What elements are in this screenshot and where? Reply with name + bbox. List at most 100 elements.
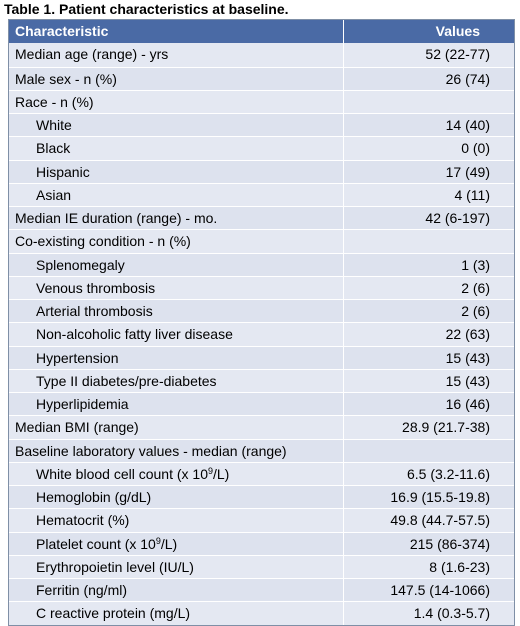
row-label: Platelet count (x 109/L) <box>9 532 344 555</box>
row-value: 4 (11) <box>454 186 490 203</box>
row-value: 8 (1.6-23) <box>429 558 490 575</box>
row-label: Erythropoietin level (IU/L) <box>9 555 344 578</box>
row-label: Male sex - n (%) <box>9 67 344 90</box>
row-value: 15 (43) <box>445 349 490 366</box>
table-row: Asian 4 (11) <box>9 182 514 206</box>
row-value: 16 (46) <box>445 396 490 412</box>
row-value <box>344 230 514 252</box>
row-label-text: Hematocrit (%) <box>36 512 130 529</box>
table-row: Hematocrit (%) 49.8 (44.7-57.5) <box>9 508 514 532</box>
row-value: 6.5 (3.2-11.6) <box>406 465 490 482</box>
row-label: Hematocrit (%) <box>9 509 344 532</box>
row-label: Hypertension <box>9 346 344 369</box>
row-label: Co-existing condition - n (%) <box>9 230 344 253</box>
row-label: White <box>9 114 344 137</box>
row-label-text: Hyperlipidemia <box>36 396 129 412</box>
row-value <box>344 91 514 113</box>
row-label-suffix: /L) <box>160 535 178 552</box>
row-label-text: Black <box>36 140 71 157</box>
table-caption: Table 1. Patient characteristics at base… <box>4 1 289 17</box>
table-row: Splenomegaly 1 (3) <box>9 252 514 276</box>
row-label-text: Type II diabetes/pre-diabetes <box>36 372 217 389</box>
row-label-text: Non-alcoholic fatty liver disease <box>36 326 233 343</box>
row-label: Hyperlipidemia <box>9 393 344 416</box>
row-label-text: White blood cell count (x 10 <box>36 465 208 482</box>
row-value: 1.4 (0.3-5.7) <box>413 605 490 622</box>
table-header-row: Characteristic Values <box>9 20 514 44</box>
row-label-text: Male sex - n (%) <box>15 70 117 87</box>
table-row: Hypertension 15 (43) <box>9 345 514 369</box>
table-row: Co-existing condition - n (%) <box>9 229 514 253</box>
row-label-text: Co-existing condition - n (%) <box>15 233 191 250</box>
table-row: Median BMI (range) 28.9 (21.7-38) <box>9 415 514 439</box>
row-label: Type II diabetes/pre-diabetes <box>9 369 344 392</box>
row-label-superscript: 9 <box>155 535 161 546</box>
row-value: 147.5 (14-1066) <box>390 582 490 598</box>
table-row: Arterial thrombosis 2 (6) <box>9 299 514 323</box>
row-label-text: White <box>36 117 72 133</box>
header-characteristic: Characteristic <box>9 20 344 44</box>
row-label-text: Platelet count (x 10 <box>36 535 156 552</box>
row-value: 14 (40) <box>445 117 490 133</box>
row-label: Baseline laboratory values - median (ran… <box>9 439 344 462</box>
row-label-text: Hypertension <box>36 349 119 366</box>
row-label: C reactive protein (mg/L) <box>9 602 344 625</box>
table-row: Race - n (%) <box>9 89 514 113</box>
row-label: Race - n (%) <box>9 90 344 113</box>
row-value: 52 (22-77) <box>425 46 490 63</box>
row-label-text: Median IE duration (range) - mo. <box>15 210 218 226</box>
row-value: 1 (3) <box>461 256 490 273</box>
row-value: 215 (86-374) <box>409 535 490 552</box>
table-row: White blood cell count (x 109/L) 6.5 (3.2… <box>9 461 514 485</box>
row-value: 42 (6-197) <box>425 210 490 226</box>
table-row: Black 0 (0) <box>9 136 514 160</box>
row-label-suffix: /L) <box>213 465 230 482</box>
row-label: Black <box>9 137 344 160</box>
table-row: Erythropoietin level (IU/L) 8 (1.6-23) <box>9 554 514 578</box>
row-label-text: Race - n (%) <box>15 93 94 110</box>
table-row: C reactive protein (mg/L) 1.4 (0.3-5.7) <box>9 601 514 625</box>
table-row: Median IE duration (range) - mo. 42 (6-19… <box>9 206 514 230</box>
row-label: Ferritin (ng/ml) <box>9 579 344 602</box>
row-label: Median IE duration (range) - mo. <box>9 207 344 230</box>
row-value: 2 (6) <box>461 303 490 319</box>
row-value: 15 (43) <box>445 372 490 389</box>
row-value: 16.9 (15.5-19.8) <box>390 489 490 505</box>
row-label-text: Venous thrombosis <box>36 279 156 296</box>
row-label: Venous thrombosis <box>9 276 344 299</box>
row-label: Median age (range) - yrs <box>9 43 344 67</box>
table-row: Hyperlipidemia 16 (46) <box>9 392 514 416</box>
row-value: 2 (6) <box>461 279 490 296</box>
table-row: Baseline laboratory values - median (ran… <box>9 438 514 462</box>
row-label: White blood cell count (x 109/L) <box>9 462 344 485</box>
row-value: 28.9 (21.7-38) <box>402 419 490 436</box>
row-label-text: Median age (range) - yrs <box>15 46 169 63</box>
row-label-text: C reactive protein (mg/L) <box>36 605 191 622</box>
row-label-text: Median BMI (range) <box>15 419 139 436</box>
table-body: Median age (range) - yrs 52 (22-77) Male s… <box>9 43 514 625</box>
row-label-text: Ferritin (ng/ml) <box>36 582 128 598</box>
row-label: Splenomegaly <box>9 253 344 276</box>
row-label-text: Hemoglobin (g/dL) <box>36 489 152 505</box>
row-label: Arterial thrombosis <box>9 300 344 323</box>
table-row: Hispanic 17 (49) <box>9 159 514 183</box>
row-value: 22 (63) <box>445 326 490 343</box>
table-row: Median age (range) - yrs 52 (22-77) <box>9 43 514 67</box>
row-label-text: Erythropoietin level (IU/L) <box>36 558 194 575</box>
row-label: Non-alcoholic fatty liver disease <box>9 323 344 346</box>
patient-characteristics-table: Characteristic Values Median age (range)… <box>8 19 515 626</box>
table-row: White 14 (40) <box>9 113 514 137</box>
table-row: Platelet count (x 109/L) 215 (86-374) <box>9 531 514 555</box>
row-value: 0 (0) <box>461 140 490 157</box>
row-value: 26 (74) <box>445 70 490 87</box>
row-value: 49.8 (44.7-57.5) <box>390 512 490 529</box>
row-label-text: Hispanic <box>36 163 90 180</box>
header-values: Values <box>435 23 480 39</box>
table-row: Venous thrombosis 2 (6) <box>9 275 514 299</box>
table-row: Ferritin (ng/ml) 147.5 (14-1066) <box>9 578 514 602</box>
table-row: Male sex - n (%) 26 (74) <box>9 66 514 90</box>
row-label: Hispanic <box>9 160 344 183</box>
row-label-text: Arterial thrombosis <box>36 303 153 319</box>
row-label: Asian <box>9 183 344 206</box>
row-value: 17 (49) <box>445 163 490 180</box>
